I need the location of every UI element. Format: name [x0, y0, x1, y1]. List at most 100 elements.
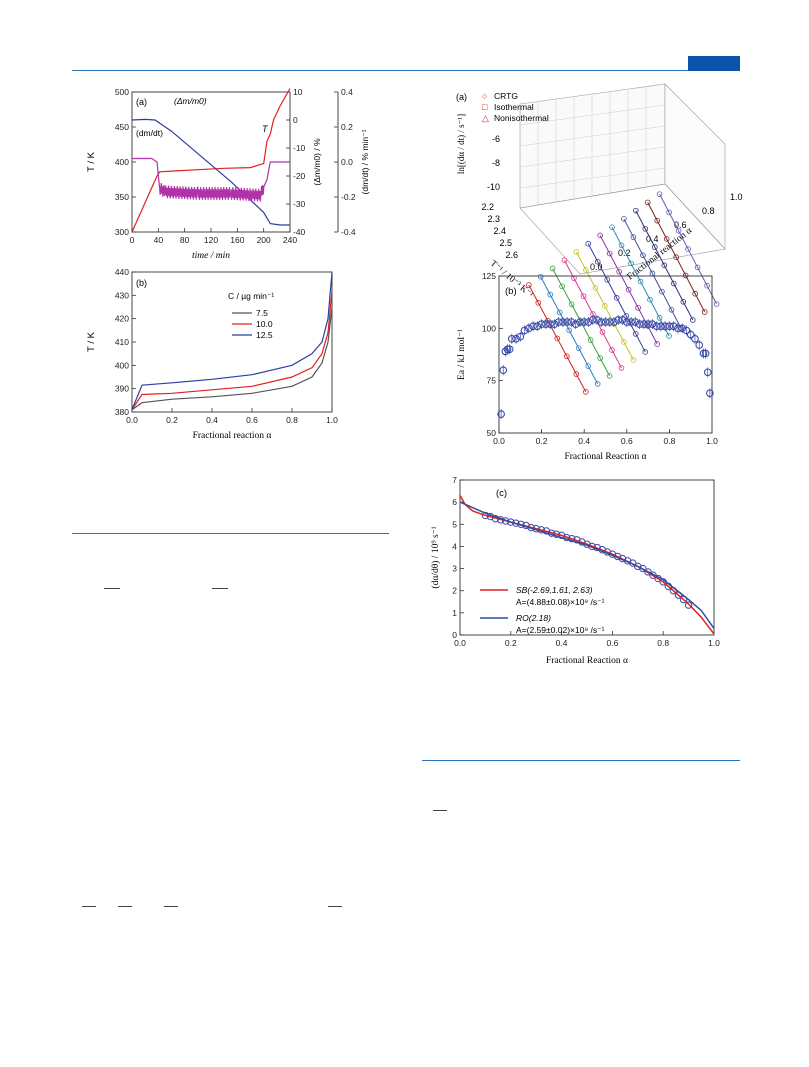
y-tick-label: 2.3: [487, 214, 500, 224]
data-point: [625, 286, 632, 293]
data-point: [606, 250, 613, 257]
y-tick-label: 6: [452, 497, 457, 507]
data-point: [659, 288, 665, 295]
y-tick-label: 380: [115, 407, 129, 417]
data-point: [507, 518, 515, 526]
y-tick-label: 2: [452, 586, 457, 596]
figure-right-a: ○ CRTG □ Isothermal △ Nonisothermal (a) -6 -8 -10…: [456, 83, 743, 395]
data-point: [599, 329, 606, 335]
y-tick-label: 100: [482, 323, 496, 333]
data-point: [671, 280, 677, 287]
plot-frame: [131, 91, 291, 233]
y-tick-label: 2.6: [505, 250, 518, 260]
floor: [519, 183, 726, 275]
data-point: [685, 246, 691, 252]
grid-line: [519, 125, 666, 147]
data-point: [613, 295, 620, 301]
y-axis-label: T / K: [86, 331, 97, 352]
data-point: [639, 564, 647, 573]
data-point: [609, 224, 615, 230]
y-tick-label: 430: [115, 290, 129, 300]
fit-RO: [459, 501, 715, 629]
equation-fraction-bar: [328, 906, 342, 907]
y-tick-label: 5: [452, 519, 457, 529]
data-point: [564, 353, 570, 360]
legend-label: CRTG: [494, 91, 518, 101]
data-point: [666, 333, 672, 339]
header-tab: [688, 56, 740, 71]
y-tick-label: 450: [115, 122, 129, 132]
x-tick-label: 0.2: [536, 436, 548, 446]
x-tick-label: 1.0: [730, 192, 743, 202]
annotation: T: [262, 124, 269, 134]
y-tick-label: 390: [115, 384, 129, 394]
data-point: [690, 317, 696, 323]
legend-label: Nonisothermal: [494, 113, 549, 123]
fit-SB: [459, 495, 715, 635]
data-point: [692, 290, 699, 297]
y-right2-tick-label: -0.2: [341, 192, 356, 202]
data-point: [618, 365, 625, 371]
x-tick-label: 1.0: [326, 415, 338, 425]
annotation: (Δm/m0): [174, 96, 207, 106]
x-tick-label: 0: [130, 235, 135, 245]
data-point: [481, 511, 490, 520]
fit-line: [635, 210, 694, 321]
y-tick-label: 50: [487, 428, 497, 438]
data-point: [583, 267, 589, 273]
data-point: [594, 258, 601, 265]
y-tick-label: 4: [452, 541, 457, 551]
fit-line: [575, 251, 634, 361]
data-point: [701, 309, 708, 315]
data-point: [573, 371, 580, 377]
data-point: [537, 273, 544, 280]
fit-line: [623, 218, 682, 329]
data-point: [637, 278, 644, 285]
equation-fraction-bar: [82, 906, 96, 907]
fit-line: [540, 276, 599, 385]
annotation: (dm/dt): [136, 128, 163, 138]
legend-marker: □: [482, 102, 488, 112]
fit-line: [528, 284, 587, 393]
data-point: [633, 207, 639, 214]
grid-line: [519, 146, 666, 168]
data-point: [682, 272, 689, 279]
data-point: [630, 234, 637, 240]
data-point: [680, 298, 687, 305]
data-point: [535, 300, 542, 306]
y-tick-label: 420: [115, 314, 129, 324]
y-right1-tick-label: -10: [293, 143, 306, 153]
x-tick-label: 0.8: [663, 436, 675, 446]
z-tick-label: -8: [492, 158, 500, 168]
data-point: [609, 347, 615, 353]
data-point: [663, 236, 670, 242]
data-point: [666, 209, 672, 216]
fit-line: [587, 243, 646, 353]
data-point: [628, 260, 634, 267]
data-point: [547, 291, 553, 298]
x-tick-label: 0.2: [618, 248, 631, 258]
x-tick-label: 1.0: [706, 436, 718, 446]
legend-sublabel: A=(4.88±0.08)×10⁹ /s⁻¹: [516, 597, 605, 607]
series-12.5: [131, 271, 333, 410]
x-tick-label: 0.0: [590, 262, 603, 272]
y-tick-label: 7: [452, 475, 457, 485]
x-tick-label: 0.4: [206, 415, 218, 425]
data-point: [632, 331, 639, 337]
y-tick-label: 125: [482, 271, 496, 281]
y-tick-label: 2.5: [499, 238, 512, 248]
data-point: [587, 337, 594, 343]
figure-right-b: 0.0 0.2 0.4 0.6 0.8 1.0 50 75 100 125 (b) Ea / kJ m…: [457, 271, 718, 462]
y-tick-label: 400: [115, 360, 129, 370]
x-tick-label: 0.6: [606, 638, 618, 648]
y-tick-label: 400: [115, 157, 129, 167]
equation-fraction-bar: [104, 588, 120, 589]
legend-label: 7.5: [256, 308, 268, 318]
data-point: [644, 199, 651, 206]
data-point: [568, 534, 576, 543]
legend-label: SB(-2.69,1.61, 2.63): [516, 585, 593, 595]
data-point: [654, 217, 661, 224]
data-point: [575, 345, 582, 351]
legend-label: Isothermal: [494, 102, 534, 112]
equation-fraction-bar: [164, 906, 178, 907]
